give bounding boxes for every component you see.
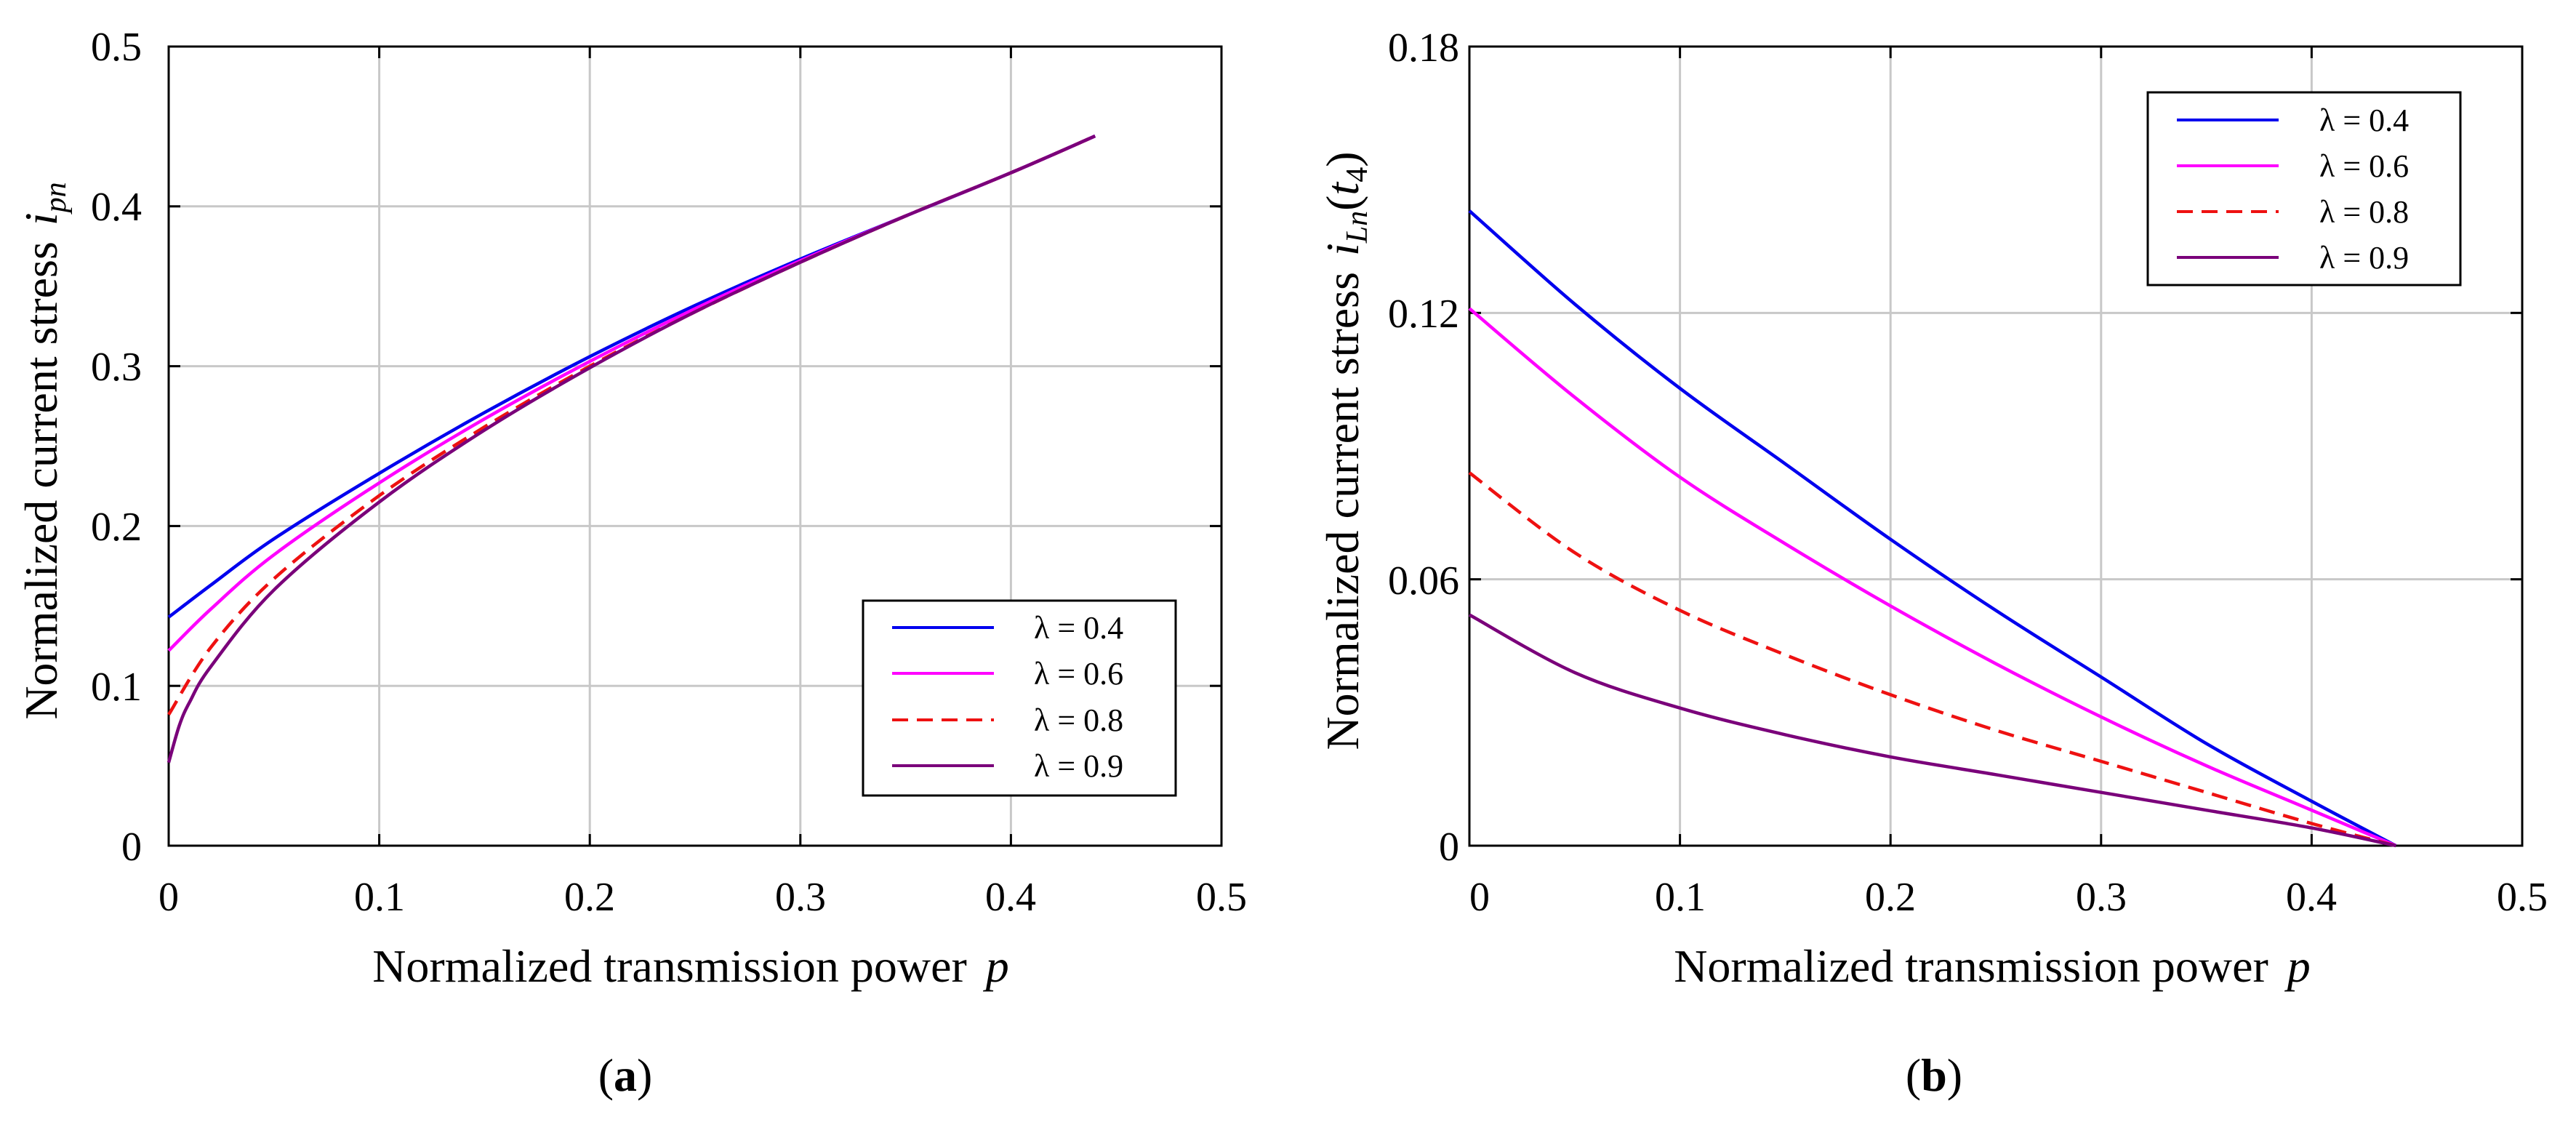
chart-b-series-line-3 [1468, 613, 2396, 848]
chart-a-ylabel: Normalized current stressipn [15, 182, 73, 719]
chart-a-xtick-label: 0.1 [354, 875, 405, 920]
chart-a-legend-label: λ = 0.9 [1034, 748, 1123, 784]
chart-a-legend-label: λ = 0.4 [1034, 610, 1123, 646]
chart-b-xtick-label: 0 [1469, 875, 1490, 920]
chart-a-legend-label: λ = 0.8 [1034, 702, 1123, 738]
chart-a-xtick-label: 0 [159, 875, 179, 920]
chart-b-ylabel: Normalized current stressiLn(t4) [1317, 151, 1374, 750]
chart-b: 0 0.06 0.12 0.18 0 0.1 0.2 0.3 0.4 0.5 N… [1317, 25, 2548, 1101]
chart-b-xlabel: Normalized transmission power p [1674, 940, 2311, 992]
chart-b-xtick-label: 0.5 [2497, 875, 2548, 920]
chart-a-series-line-0 [167, 135, 1096, 619]
chart-a-ticks [167, 45, 1223, 847]
chart-a-ytick-label: 0.2 [91, 505, 142, 550]
chart-a-ytick-label: 0.1 [91, 665, 142, 710]
chart-b-ytick-label: 0.06 [1388, 558, 1459, 604]
chart-b-xtick-label: 0.3 [2076, 875, 2127, 920]
chart-a-xtick-label: 0.3 [775, 875, 826, 920]
chart-b-xtick-label: 0.1 [1655, 875, 1706, 920]
panel-b-caption: (b) [1906, 1049, 1962, 1101]
chart-b-frame [1468, 45, 2524, 847]
chart-b-legend-box [2146, 91, 2462, 286]
chart-b-legend-label: λ = 0.4 [2319, 103, 2409, 138]
chart-a-legend-label: λ = 0.6 [1034, 656, 1123, 692]
chart-b-series-line-0 [1468, 209, 2397, 847]
chart-b-ytick-label: 0 [1439, 825, 1459, 870]
chart-b-ytick-label: 0.18 [1388, 25, 1459, 71]
chart-a-series-line-3 [166, 135, 1096, 764]
chart-b-grid [1469, 47, 2522, 846]
chart-a-xtick-label: 0.5 [1196, 875, 1247, 920]
panel-a-caption: (a) [598, 1049, 653, 1101]
chart-a-xtick-label: 0.4 [985, 875, 1036, 920]
chart-a-xtick-label: 0.2 [564, 875, 615, 920]
chart-b-legend-label: λ = 0.6 [2319, 148, 2409, 184]
chart-b-ytick-label: 0.12 [1388, 292, 1459, 337]
chart-b-series-line-2 [1468, 471, 2396, 848]
chart-b-legend: λ = 0.4 λ = 0.6 λ = 0.8 λ = 0.9 [2146, 91, 2462, 286]
chart-b-legend-label: λ = 0.9 [2319, 240, 2409, 276]
chart-b-series [1468, 209, 2397, 848]
chart-a-xlabel: Normalized transmission power p [372, 940, 1009, 992]
chart-a-legend: λ = 0.4 λ = 0.6 λ = 0.8 λ = 0.9 [862, 599, 1177, 797]
chart-a: 0 0.1 0.2 0.3 0.4 0.5 0 0.1 0.2 0.3 0.4 … [15, 25, 1247, 1101]
chart-a-frame [167, 45, 1223, 847]
chart-a-series [166, 135, 1096, 764]
chart-a-legend-box [862, 599, 1177, 797]
chart-a-series-line-1 [167, 135, 1096, 652]
chart-a-ytick-label: 0 [121, 825, 142, 870]
chart-a-grid [169, 47, 1221, 846]
chart-b-ticks [1468, 45, 2524, 847]
chart-b-xtick-label: 0.2 [1865, 875, 1916, 920]
chart-a-ytick-label: 0.4 [91, 185, 142, 230]
chart-b-legend-label: λ = 0.8 [2319, 194, 2409, 230]
chart-a-ytick-label: 0.5 [91, 25, 142, 70]
chart-b-series-line-1 [1468, 307, 2397, 848]
chart-b-xtick-label: 0.4 [2286, 875, 2337, 920]
chart-a-ytick-label: 0.3 [91, 345, 142, 390]
